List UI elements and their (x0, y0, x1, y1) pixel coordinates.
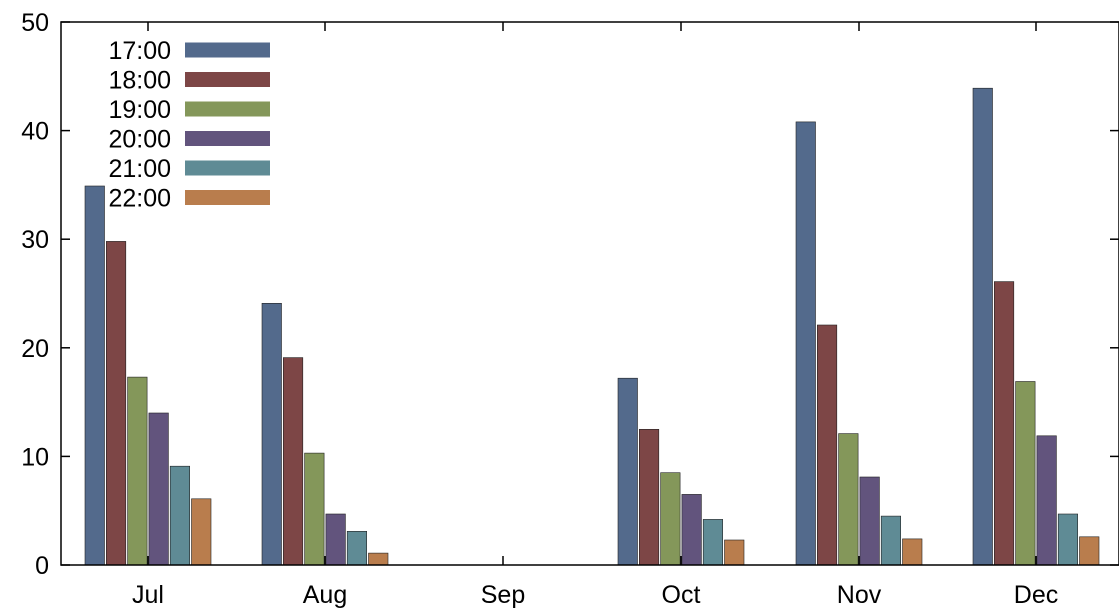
bar-aug-2100 (346, 530, 368, 566)
bar-dec-2000 (1036, 435, 1057, 566)
bar-nov-1800 (816, 324, 838, 566)
x-tick-label: Nov (837, 581, 882, 609)
bar-oct-1900 (660, 472, 681, 566)
bar-oct-1700 (617, 377, 638, 566)
plot-frame (60, 21, 1119, 566)
bar-dec-2200 (1079, 536, 1100, 566)
x-tick-label: Jul (132, 581, 164, 609)
y-tick-label: 50 (21, 9, 49, 37)
legend-swatch (185, 72, 270, 87)
legend-swatch (185, 42, 270, 58)
bar-dec-2100 (1057, 513, 1078, 566)
bar-nov-2000 (859, 476, 880, 566)
bars (84, 87, 1100, 566)
bar-oct-1800 (638, 428, 660, 566)
legend-label: 17:00 (108, 37, 171, 65)
y-tick-label: 30 (21, 226, 49, 254)
x-tick-label: Sep (481, 581, 525, 609)
bar-oct-2000 (681, 494, 702, 566)
bar-jul-2100 (169, 465, 190, 566)
x-tick-label: Oct (662, 581, 701, 609)
bar-dec-1700 (972, 87, 993, 566)
bar-aug-2000 (325, 513, 346, 566)
bar-oct-2200 (724, 539, 745, 566)
y-tick-label: 10 (21, 443, 49, 471)
bar-nov-2100 (880, 515, 902, 566)
bar-jul-1900 (127, 376, 148, 566)
bar-aug-1800 (282, 357, 304, 566)
legend-swatch (185, 131, 270, 146)
bar-dec-1900 (1015, 381, 1036, 566)
bar-oct-2100 (702, 519, 724, 566)
bar-jul-2200 (191, 498, 212, 566)
legend-label: 19:00 (108, 96, 171, 124)
legend-swatch (185, 190, 270, 205)
bar-dec-1800 (993, 281, 1015, 566)
legend-label: 21:00 (108, 155, 171, 183)
bar-nov-1700 (795, 121, 816, 566)
legend-label: 22:00 (108, 185, 171, 213)
y-tick-label: 20 (21, 335, 49, 363)
bar-jul-1800 (106, 241, 127, 566)
legend-swatch (185, 101, 270, 117)
legend-label: 20:00 (108, 126, 171, 154)
bar-jul-2000 (148, 412, 169, 566)
x-tick-label: Aug (303, 581, 347, 609)
axis-ticks: 0 10 20 30 40 50 Jul Aug Sep Oct Nov Dec (21, 9, 1119, 609)
bar-nov-1900 (838, 433, 859, 566)
legend-swatch (185, 160, 270, 176)
bar-nov-2200 (902, 538, 923, 566)
bar-aug-1700 (261, 302, 282, 566)
x-tick-label: Dec (1014, 581, 1058, 609)
legend-label: 18:00 (108, 67, 171, 95)
y-tick-label: 40 (21, 118, 49, 146)
y-tick-label: 0 (35, 552, 49, 580)
bar-aug-2200 (368, 552, 389, 566)
bar-jul-1700 (84, 185, 105, 566)
bar-aug-1900 (304, 452, 325, 566)
